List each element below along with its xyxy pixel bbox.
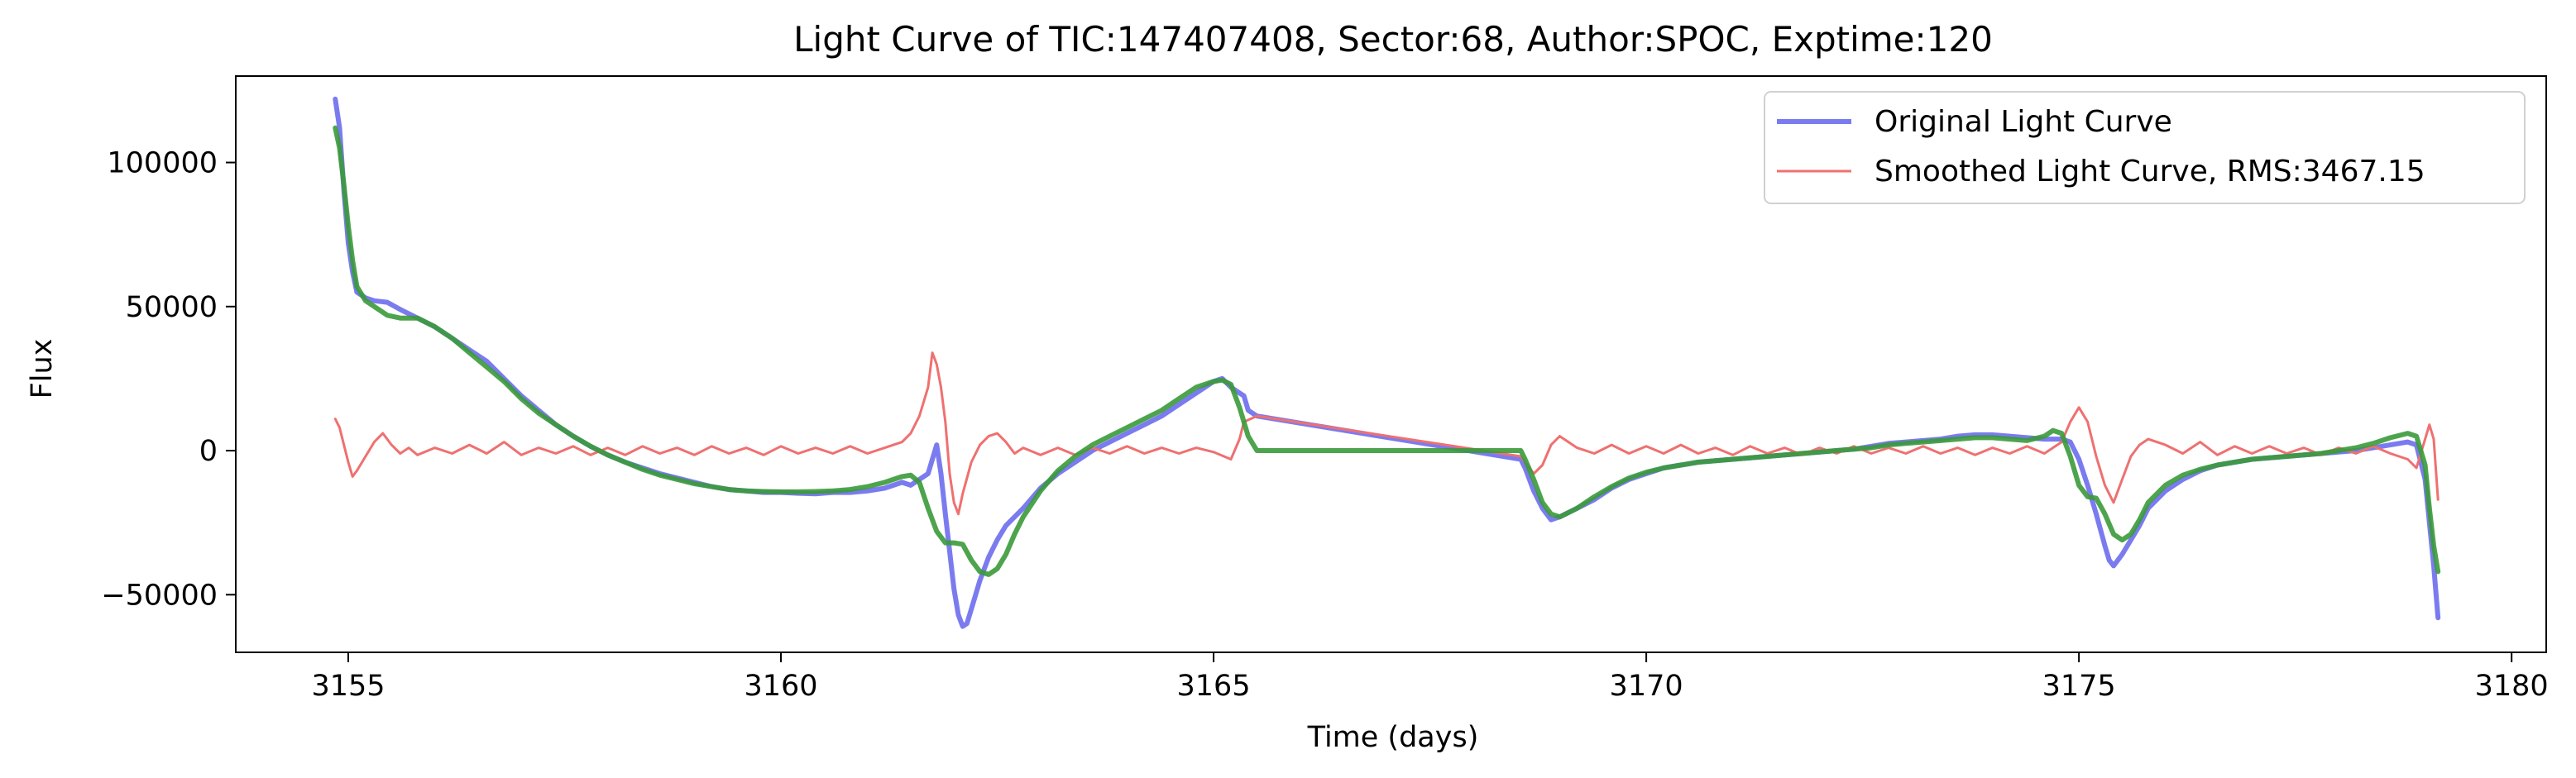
y-tick-label: −50000 <box>101 579 218 612</box>
x-tick-label: 3180 <box>2475 670 2549 703</box>
x-tick-label: 3155 <box>311 670 385 703</box>
x-axis: 3155 3160 3165 3170 3175 3180 <box>311 652 2549 703</box>
chart-title: Light Curve of TIC:147407408, Sector:68,… <box>793 19 1993 60</box>
legend-box <box>1764 91 2526 204</box>
series-line-fit <box>333 125 2441 577</box>
x-axis-label: Time (days) <box>1307 721 1479 754</box>
x-tick-label: 3165 <box>1177 670 1251 703</box>
legend-label-original: Original Light Curve <box>1875 105 2172 139</box>
plot-frame <box>235 75 2547 653</box>
series-layer <box>333 96 2441 629</box>
y-tick-label: 0 <box>199 435 218 468</box>
y-tick-label: 50000 <box>126 291 218 324</box>
legend-label-smoothed: Smoothed Light Curve, RMS:3467.15 <box>1875 155 2425 189</box>
legend: Original Light Curve Smoothed Light Curv… <box>1764 91 2526 204</box>
y-tick-label: 100000 <box>107 147 218 180</box>
x-tick-label: 3170 <box>1610 670 1683 703</box>
x-tick-label: 3160 <box>744 670 817 703</box>
series-line-smoothed <box>333 351 2440 516</box>
y-axis: −50000 0 50000 100000 <box>101 147 236 612</box>
x-tick-label: 3175 <box>2042 670 2116 703</box>
y-axis-label: Flux <box>26 339 59 399</box>
